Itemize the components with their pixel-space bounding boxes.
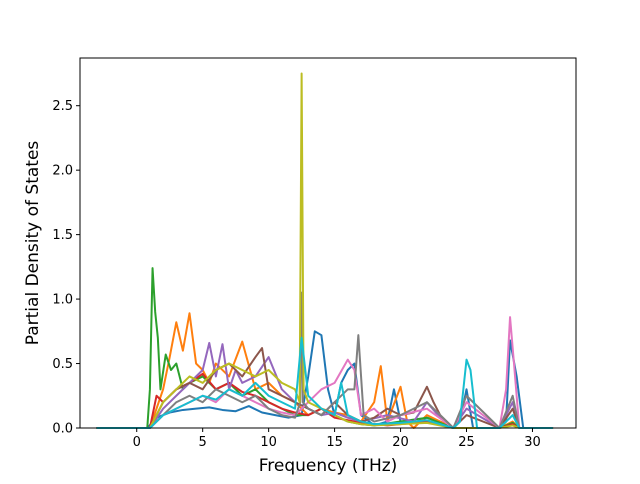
series-line-9 — [96, 72, 554, 429]
y-tick-label: 1.0 — [52, 293, 73, 308]
y-tick-label: 1.5 — [52, 228, 73, 243]
x-axis-label: Frequency (THz) — [259, 456, 398, 476]
y-tick-label: 2.0 — [52, 164, 73, 179]
y-tick-label: 0.5 — [52, 357, 73, 372]
y-tick-label: 0.0 — [52, 422, 73, 437]
x-tick-label: 5 — [199, 435, 207, 450]
y-axis-ticks: 0.0 0.5 1.0 1.5 2.0 2.5 — [52, 99, 80, 437]
series-line-3 — [96, 267, 554, 429]
y-axis-label: Partial Density of States — [23, 141, 43, 346]
x-tick-label: 0 — [133, 435, 141, 450]
x-tick-label: 15 — [326, 435, 343, 450]
x-tick-label: 20 — [392, 435, 409, 450]
series-line-8 — [96, 291, 554, 429]
x-axis-ticks: 0 5 10 15 20 25 30 — [133, 428, 541, 450]
x-tick-label: 10 — [260, 435, 277, 450]
x-tick-label: 30 — [524, 435, 541, 450]
series-line-2 — [96, 312, 554, 429]
plot-frame — [79, 57, 577, 429]
y-tick-label: 2.5 — [52, 99, 73, 114]
series-line-10 — [96, 336, 554, 429]
x-tick-label: 25 — [458, 435, 475, 450]
series-line-1 — [96, 330, 554, 429]
